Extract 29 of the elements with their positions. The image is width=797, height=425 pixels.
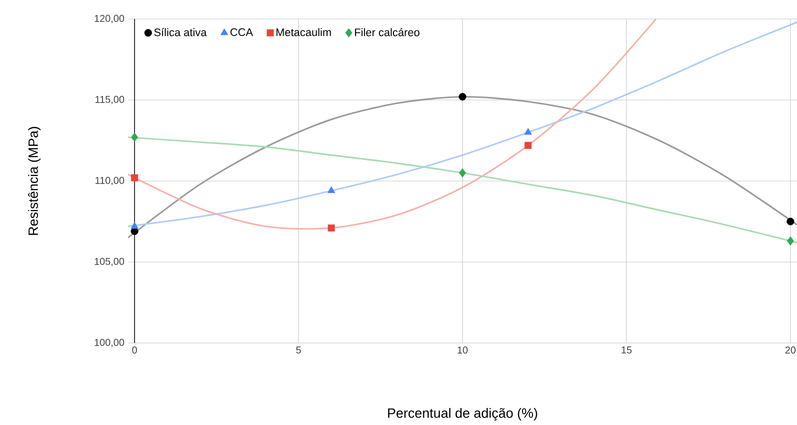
legend-label: Metacaulim: [276, 28, 331, 36]
y-axis-title: Resistência (MPa): [28, 126, 41, 235]
x-axis-title: Percentual de adição (%): [388, 408, 538, 421]
line-series: [128, 21, 797, 228]
x-tick-label: 15: [622, 346, 632, 354]
legend-label: CCA: [230, 28, 254, 36]
y-tick-label: 105,00: [94, 258, 124, 266]
line-series: [128, 136, 797, 244]
point: [328, 186, 336, 194]
legend-label: Sílica ativa: [154, 28, 207, 36]
point: [130, 222, 138, 229]
point: [786, 236, 794, 246]
y-tick-label: 110,00: [96, 176, 124, 186]
y-tick-label: 100,00: [94, 338, 124, 348]
point: [524, 142, 532, 149]
point: [786, 218, 794, 226]
x-tick-label: 0: [132, 346, 137, 354]
x-tick-label: 20: [785, 346, 796, 354]
x-tick-label: 5: [296, 346, 301, 354]
point: [524, 128, 532, 135]
legend-label: Filer calcáreo: [355, 28, 420, 36]
point: [131, 132, 138, 142]
point: [328, 224, 335, 232]
x-tick-label: 10: [458, 346, 468, 354]
point: [131, 174, 138, 182]
point: [459, 168, 466, 178]
point: [458, 92, 466, 101]
y-tick-label: 120,00: [94, 14, 124, 24]
y-tick-label: 115,00: [96, 96, 124, 104]
